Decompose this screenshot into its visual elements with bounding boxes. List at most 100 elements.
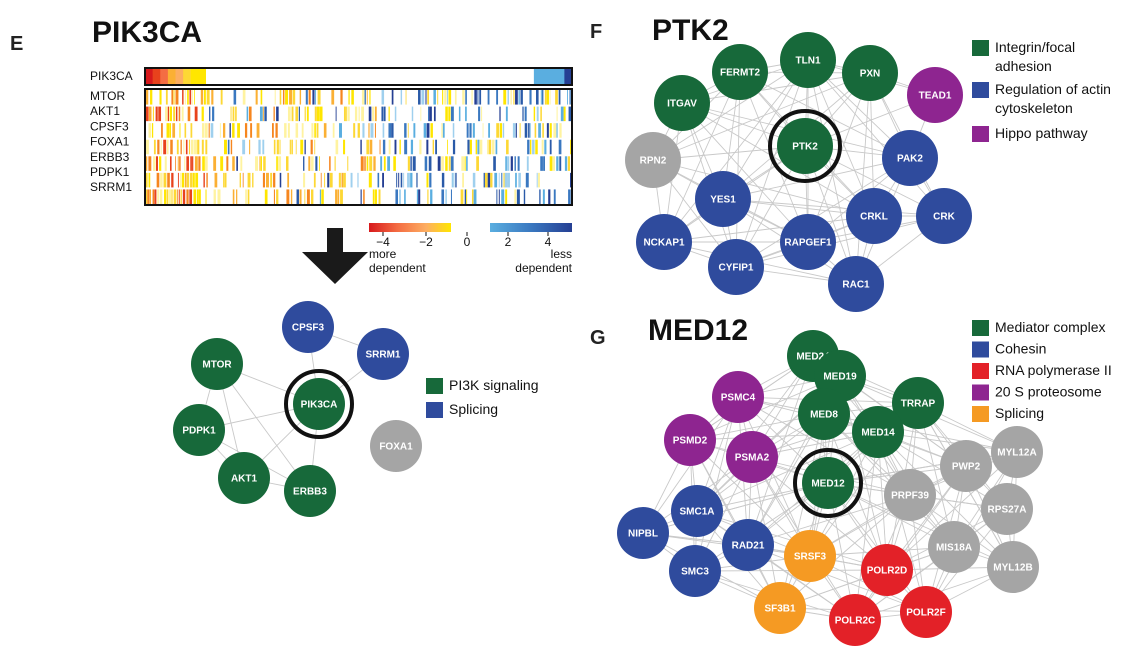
node-pxn[interactable]: PXN xyxy=(842,45,898,101)
heatmap-cell xyxy=(175,90,179,105)
node-mtor[interactable]: MTOR xyxy=(191,338,243,390)
node-crkl[interactable]: CRKL xyxy=(846,188,902,244)
node-psma2[interactable]: PSMA2 xyxy=(726,431,778,483)
node-nckap1[interactable]: NCKAP1 xyxy=(636,214,692,270)
node-myl12a[interactable]: MYL12A xyxy=(991,426,1043,478)
heatmap-cell xyxy=(188,139,191,155)
heatmap-cell xyxy=(155,156,158,171)
heatmap-cell xyxy=(472,123,475,138)
node-polr2f[interactable]: POLR2F xyxy=(900,586,952,638)
network-edge xyxy=(663,215,875,243)
node-cyfip1[interactable]: CYFIP1 xyxy=(708,239,764,295)
heatmap-cell xyxy=(178,189,180,204)
target-bar-cell xyxy=(480,68,489,85)
node-mis18a[interactable]: MIS18A xyxy=(928,521,980,573)
heatmap-cell xyxy=(276,139,279,155)
node-fermt2[interactable]: FERMT2 xyxy=(712,44,768,100)
node-myl12b[interactable]: MYL12B xyxy=(987,541,1039,593)
node-crk[interactable]: CRK xyxy=(916,188,972,244)
node-med14[interactable]: MED14 xyxy=(852,406,904,458)
node-polr2c[interactable]: POLR2C xyxy=(829,594,881,646)
heatmap-cell xyxy=(340,90,343,105)
node-rpn2[interactable]: RPN2 xyxy=(625,132,681,188)
node-yes1[interactable]: YES1 xyxy=(695,171,751,227)
node-pik3ca[interactable]: PIK3CA xyxy=(284,369,354,439)
node-srsf3[interactable]: SRSF3 xyxy=(784,530,836,582)
network-ptk2: PTK2 TLN1 FERMT2 PXN ITGAV TEAD1 RPN2 PAK2 YES1 C… xyxy=(625,32,972,312)
network-edge xyxy=(696,431,879,512)
heatmap-cell xyxy=(201,106,204,122)
heatmap-cell xyxy=(320,172,322,188)
node-rad21[interactable]: RAD21 xyxy=(722,519,774,571)
node-foxa1[interactable]: FOXA1 xyxy=(370,420,422,472)
heatmap-cell xyxy=(272,123,274,138)
node-akt1[interactable]: AKT1 xyxy=(218,452,270,504)
node-prpf39[interactable]: PRPF39 xyxy=(884,469,936,521)
heatmap-cell xyxy=(296,189,299,204)
scale-tick-label: 0 xyxy=(464,235,471,249)
heatmap-cell xyxy=(224,139,227,155)
node-smc3[interactable]: SMC3 xyxy=(669,545,721,597)
node-pak2[interactable]: PAK2 xyxy=(882,130,938,186)
node-sf3b1[interactable]: SF3B1 xyxy=(754,582,806,634)
heatmap-cell xyxy=(299,90,302,105)
node-label: MYL12A xyxy=(997,448,1036,459)
node-circle xyxy=(173,404,225,456)
heatmap-cell xyxy=(300,139,304,155)
node-tead1[interactable]: TEAD1 xyxy=(907,67,963,123)
target-bar-cell xyxy=(526,68,535,85)
legend-label: PI3K signaling xyxy=(449,377,539,393)
node-ptk2[interactable]: PTK2 xyxy=(768,109,842,183)
heatmap-cell xyxy=(295,106,299,122)
heatmap-cell xyxy=(558,139,562,155)
node-psmc4[interactable]: PSMC4 xyxy=(712,371,764,423)
heatmap-cell xyxy=(541,90,544,105)
legend-item-splicing: Splicing xyxy=(972,405,1044,422)
node-rac1[interactable]: RAC1 xyxy=(828,256,884,312)
target-bar-cell xyxy=(411,68,421,85)
node-polr2d[interactable]: POLR2D xyxy=(861,544,913,596)
node-srrm1[interactable]: SRRM1 xyxy=(357,328,409,380)
heatmap-cell xyxy=(515,123,517,138)
heatmap-cell xyxy=(538,123,541,138)
heatmap-cell xyxy=(441,172,445,188)
node-circle xyxy=(900,586,952,638)
heatmap-cell xyxy=(380,156,383,171)
node-label: FERMT2 xyxy=(720,68,760,79)
node-itgav[interactable]: ITGAV xyxy=(654,75,710,131)
node-erbb3[interactable]: ERBB3 xyxy=(284,465,336,517)
heatmap-cell xyxy=(329,156,331,171)
node-tln1[interactable]: TLN1 xyxy=(780,32,836,88)
legend-item-integrin-focal-adhesion: Integrin/focal adhesion xyxy=(972,39,1075,74)
node-trrap[interactable]: TRRAP xyxy=(892,377,944,429)
network-edge xyxy=(689,431,879,441)
node-cpsf3[interactable]: CPSF3 xyxy=(282,301,334,353)
heatmap-cell xyxy=(303,172,306,188)
node-rps27a[interactable]: RPS27A xyxy=(981,483,1033,535)
node-label: PSMA2 xyxy=(735,453,770,464)
heatmap-cell xyxy=(332,123,335,138)
network-edge xyxy=(652,159,875,217)
heatmap-cell xyxy=(286,156,289,171)
heatmap-cell xyxy=(465,90,467,105)
node-circle xyxy=(784,530,836,582)
heatmap-cell xyxy=(510,90,512,105)
node-label: RAPGEF1 xyxy=(784,238,832,249)
heatmap-cell xyxy=(210,123,214,138)
node-pdpk1[interactable]: PDPK1 xyxy=(173,404,225,456)
network-edge xyxy=(737,396,911,496)
heatmap-cell xyxy=(291,139,293,155)
node-psmd2[interactable]: PSMD2 xyxy=(664,414,716,466)
node-rapgef1[interactable]: RAPGEF1 xyxy=(780,214,836,270)
node-med8[interactable]: MED8 xyxy=(798,388,850,440)
node-med12[interactable]: MED12 xyxy=(793,448,863,518)
node-label: RAD21 xyxy=(732,541,765,552)
heatmap-cell xyxy=(556,156,559,171)
heatmap-cell xyxy=(315,90,316,105)
node-pwp2[interactable]: PWP2 xyxy=(940,440,992,492)
heatmap-cell xyxy=(413,123,416,138)
heatmap-cell xyxy=(195,172,199,188)
heatmap-cell xyxy=(315,156,318,171)
node-nipbl[interactable]: NIPBL xyxy=(617,507,669,559)
node-smc1a[interactable]: SMC1A xyxy=(671,485,723,537)
